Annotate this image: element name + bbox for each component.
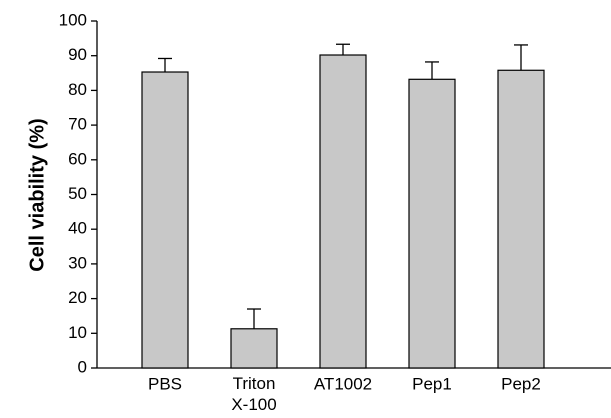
bar xyxy=(319,54,367,369)
y-tick-label: 80 xyxy=(68,80,87,99)
x-tick-label-line: Triton xyxy=(233,374,276,393)
y-tick-label: 100 xyxy=(59,10,87,29)
y-tick-label: 90 xyxy=(68,45,87,64)
x-tick-label-line: X-100 xyxy=(231,395,276,414)
x-tick-label: Triton X-100 xyxy=(231,374,276,414)
y-tick-label: 10 xyxy=(68,323,87,342)
bar xyxy=(230,328,278,369)
y-tick-label: 50 xyxy=(68,184,87,203)
x-tick-label: Pep2 xyxy=(501,374,541,393)
bar xyxy=(497,69,545,369)
y-axis-title: Cell viability (%) xyxy=(26,118,48,271)
y-tick-label: 20 xyxy=(68,288,87,307)
y-tick-label: 70 xyxy=(68,115,87,134)
x-tick-label: Pep1 xyxy=(412,374,452,393)
y-tick-label: 40 xyxy=(68,219,87,238)
x-tick-label: PBS xyxy=(148,374,182,393)
x-tick-label: AT1002 xyxy=(314,374,372,393)
bar xyxy=(408,78,456,369)
y-tick-label: 0 xyxy=(78,357,87,376)
y-tick-label: 60 xyxy=(68,149,87,168)
y-tick-label: 30 xyxy=(68,253,87,272)
bar xyxy=(141,71,189,369)
